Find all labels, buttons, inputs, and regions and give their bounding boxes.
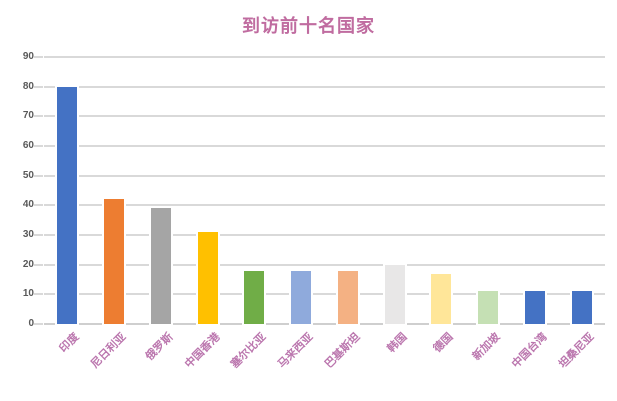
gridline [44, 85, 605, 88]
gridline [44, 234, 605, 236]
x-axis-label: 塞尔比亚 [229, 331, 269, 371]
y-axis-label: 30 [22, 229, 34, 240]
y-axis-tick [34, 263, 43, 266]
x-axis-label: 德国 [431, 331, 456, 356]
bar-德国 [429, 271, 454, 327]
gridline [44, 293, 605, 296]
gridline [44, 56, 605, 58]
bar-中国台湾 [522, 289, 547, 326]
y-axis-label: 60 [22, 140, 34, 151]
y-axis-label: 70 [22, 110, 34, 122]
y-axis-tick [34, 174, 43, 177]
bar-马来西亚 [289, 268, 314, 327]
y-axis-tick [34, 145, 43, 147]
y-axis-tick [34, 85, 43, 88]
gridline [44, 174, 605, 177]
gridline [44, 263, 605, 266]
gridline [44, 145, 605, 147]
y-axis-tick [34, 234, 43, 236]
bar-印度 [55, 84, 80, 327]
gridline [44, 323, 605, 325]
bar-尼日利亚 [102, 197, 127, 326]
y-axis-label: 50 [22, 169, 34, 181]
x-axis-label: 巴基斯坦 [322, 331, 363, 371]
x-axis-label: 新加坡 [470, 331, 503, 363]
x-axis-label: 印度 [57, 331, 82, 356]
y-axis-label: 20 [22, 258, 34, 270]
bar-塞尔比亚 [242, 268, 267, 327]
y-axis-tick [34, 115, 43, 118]
x-axis-label: 俄罗斯 [143, 331, 176, 363]
bar-新加坡 [476, 289, 501, 326]
bar-俄罗斯 [148, 206, 173, 326]
y-axis-tick [34, 323, 43, 325]
x-axis-label: 尼日利亚 [89, 331, 129, 371]
x-axis-label: 中国台湾 [509, 331, 550, 371]
y-axis-tick [34, 293, 43, 296]
x-axis-label: 坦桑尼亚 [556, 331, 597, 371]
gridline [44, 115, 605, 118]
bar-韩国 [382, 262, 407, 327]
y-axis-tick [34, 56, 43, 58]
gridline [44, 204, 605, 207]
x-axis-label: 韩国 [385, 331, 410, 356]
y-axis-label: 40 [22, 199, 34, 211]
y-axis-label: 80 [22, 80, 34, 92]
y-axis-label: 0 [28, 318, 34, 329]
x-axis-label: 中国香港 [182, 331, 223, 371]
plot-area [34, 56, 605, 327]
y-axis-label: 90 [22, 51, 34, 62]
y-axis-tick [34, 204, 43, 207]
bar-坦桑尼亚 [569, 289, 594, 326]
chart-title: 到访前十名国家 [242, 16, 375, 36]
y-axis-label: 10 [22, 288, 34, 300]
x-axis-label: 马来西亚 [276, 331, 316, 371]
bar-巴基斯坦 [335, 268, 360, 327]
bar-中国香港 [195, 230, 220, 326]
